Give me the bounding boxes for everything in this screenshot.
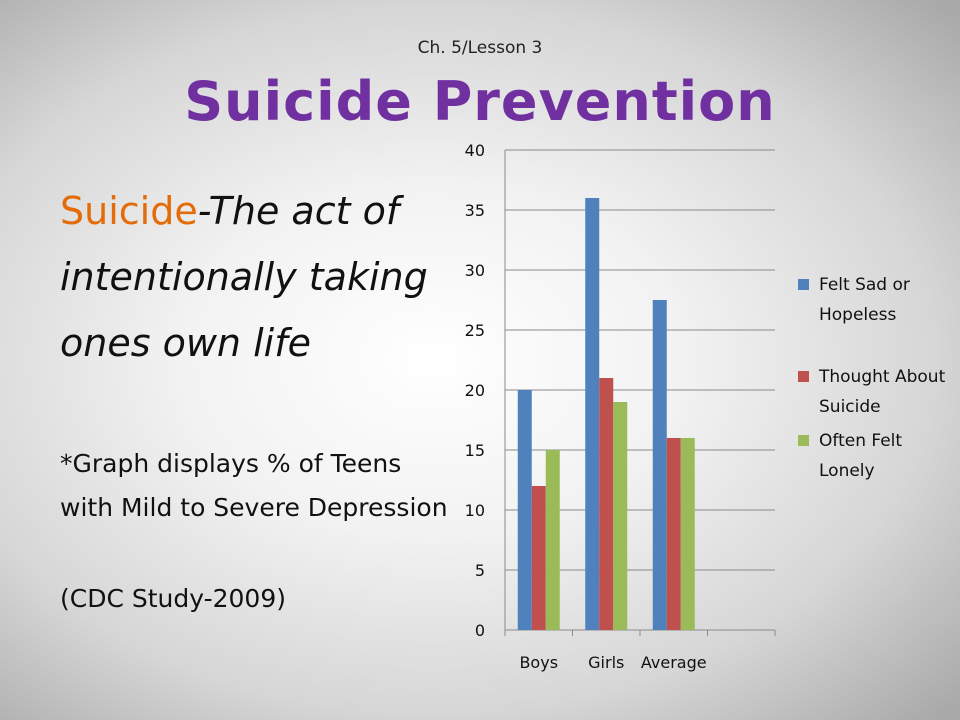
lesson-label: Ch. 5/Lesson 3: [417, 38, 543, 58]
chart-legend: Felt Sad or Hopeless Thought About Suici…: [798, 270, 948, 490]
y-tick-label: 5: [475, 561, 485, 580]
legend-item-often-felt-lonely: Often Felt Lonely: [798, 426, 948, 486]
x-category-label: Boys: [519, 653, 558, 672]
legend-label: Often Felt Lonely: [819, 431, 903, 481]
y-tick-label: 30: [465, 261, 485, 280]
slide-title: Suicide Prevention: [184, 70, 776, 133]
bar: [666, 438, 681, 630]
graph-note: *Graph displays % of Teens with Mild to …: [60, 449, 448, 522]
y-tick-label: 0: [475, 621, 485, 640]
bar: [517, 390, 532, 630]
bar: [599, 378, 614, 630]
legend-swatch: [798, 279, 809, 290]
legend-label: Thought About Suicide: [819, 367, 946, 417]
definition: Suicide-The act of intentionally taking …: [60, 178, 460, 376]
legend-swatch: [798, 435, 809, 446]
bar: [531, 486, 546, 630]
bar: [652, 300, 667, 630]
bar: [545, 450, 560, 630]
source-citation: (CDC Study-2009): [60, 584, 287, 613]
definition-term: Suicide: [60, 189, 198, 233]
definition-text: -The act of intentionally taking ones ow…: [60, 189, 428, 365]
y-tick-label: 40: [465, 141, 485, 160]
bar: [680, 438, 695, 630]
y-tick-label: 15: [465, 441, 485, 460]
bar: [585, 198, 600, 630]
legend-item-thought-about-suicide: Thought About Suicide: [798, 362, 948, 422]
legend-label: Felt Sad or Hopeless: [819, 275, 910, 325]
legend-swatch: [798, 371, 809, 382]
x-category-label: Average: [641, 653, 707, 672]
y-tick-label: 20: [465, 381, 485, 400]
y-tick-label: 10: [465, 501, 485, 520]
y-tick-label: 25: [465, 321, 485, 340]
y-tick-label: 35: [465, 201, 485, 220]
x-category-label: Girls: [588, 653, 624, 672]
bar: [613, 402, 628, 630]
legend-item-felt-sad: Felt Sad or Hopeless: [798, 270, 948, 330]
